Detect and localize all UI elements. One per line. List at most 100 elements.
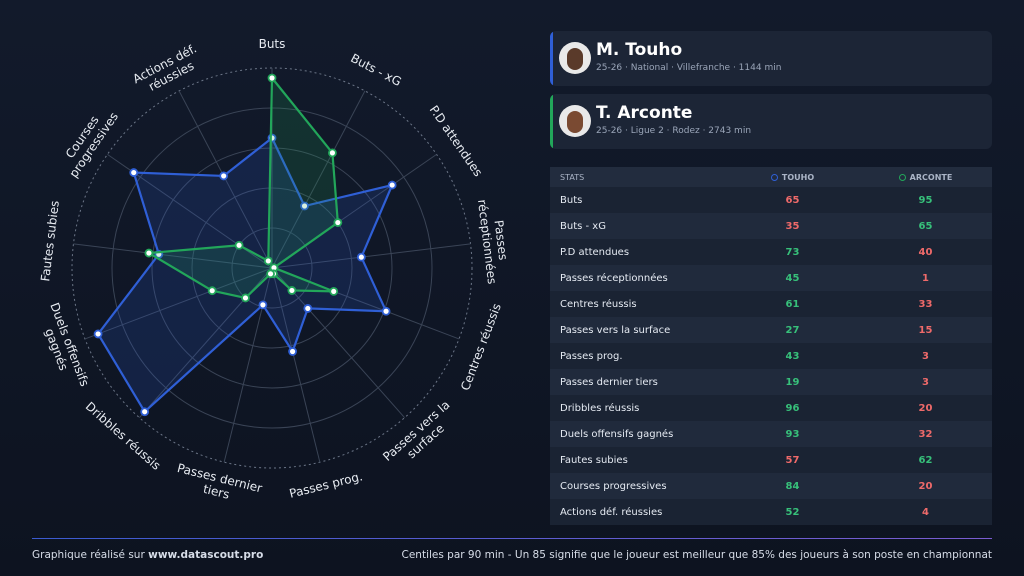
- data-point: [287, 286, 297, 295]
- stat-name: Passes réceptionnées: [560, 272, 668, 284]
- footer-note: Centiles par 90 min - Un 85 signifie que…: [401, 549, 993, 561]
- data-point: [129, 168, 139, 177]
- stat-value: 20: [918, 402, 933, 414]
- stat-value: 20: [918, 480, 933, 492]
- data-point: [266, 269, 275, 279]
- data-point: [263, 256, 273, 266]
- axis-spoke: [73, 243, 273, 269]
- data-point: [333, 218, 343, 227]
- legend-dot: [898, 173, 906, 181]
- data-point: [267, 73, 277, 83]
- stat-name: Passes prog.: [560, 350, 623, 362]
- header-cell: ARCONTE: [859, 173, 992, 182]
- header-cell: STATS: [560, 172, 585, 182]
- stat-value: 40: [918, 246, 933, 258]
- table-row: Passes dernier tiers 19 3: [550, 369, 992, 395]
- data-point: [328, 148, 337, 158]
- table-row: Passes prog. 43 3: [550, 343, 992, 369]
- player-details: 25-26 · National · Villefranche · 1144 m…: [596, 63, 782, 73]
- stat-name: Buts - xG: [560, 220, 606, 232]
- stat-value: 1: [922, 272, 929, 284]
- data-point: [258, 300, 268, 310]
- data-point: [234, 240, 244, 250]
- data-point: [144, 248, 154, 258]
- series-area: [96, 136, 395, 414]
- table-row: Buts - xG 35 65: [550, 213, 992, 239]
- table-row: P.D attendues 73 40: [550, 239, 992, 265]
- header-cell: TOUHO: [781, 172, 815, 182]
- player-card: M. Touho 25-26 · National · Villefranche…: [550, 31, 992, 86]
- stat-name: Fautes subies: [560, 454, 628, 466]
- data-point: [329, 287, 339, 296]
- table-row: Passes vers la surface 27 15: [550, 317, 992, 343]
- table-row: Passes réceptionnées 45 1: [550, 265, 992, 291]
- stat-value: 3: [922, 350, 929, 362]
- table-row: Duels offensifs gagnés 93 32: [550, 421, 992, 447]
- legend-dot: [770, 173, 778, 181]
- player-details: 25-26 · Ligue 2 · Rodez · 2743 min: [596, 126, 752, 136]
- header-cell: ARCONTE: [909, 172, 953, 182]
- stat-value: 93: [785, 428, 800, 440]
- stat-name: Passes vers la surface: [560, 324, 671, 336]
- stat-value: 45: [785, 272, 800, 284]
- data-point: [140, 407, 150, 417]
- player-name: M. Touho: [596, 40, 683, 60]
- axis-spoke: [271, 243, 471, 269]
- stat-name: Duels offensifs gagnés: [560, 428, 674, 440]
- stat-value: 96: [785, 402, 800, 414]
- stat-name: Courses progressives: [560, 480, 667, 492]
- stat-value: 32: [918, 428, 933, 440]
- grid-circle: [71, 67, 473, 469]
- stat-value: 27: [785, 324, 800, 336]
- player-card: T. Arconte 25-26 · Ligue 2 · Rodez · 274…: [550, 94, 992, 149]
- table-row: Actions déf. réussies 52 4: [550, 499, 992, 525]
- stat-value: 73: [785, 246, 800, 258]
- axis-label: Buts: [258, 37, 286, 51]
- stat-value: 3: [922, 376, 929, 388]
- player-name: T. Arconte: [596, 103, 693, 123]
- stat-value: 15: [918, 324, 933, 336]
- footer-left: Graphique réalisé sur www.datascout.pro: [32, 549, 263, 561]
- axis-spoke: [223, 267, 273, 463]
- data-point: [219, 171, 229, 181]
- footer-site: www.datascout.pro: [148, 549, 264, 561]
- stat-value: 43: [785, 350, 800, 362]
- table-row: Dribbles réussis 96 20: [550, 395, 992, 421]
- stat-value: 62: [918, 454, 933, 466]
- stat-value: 65: [918, 220, 933, 232]
- axis-spoke: [271, 267, 321, 463]
- footer-text: Graphique réalisé sur: [32, 549, 145, 561]
- stat-value: 4: [922, 506, 929, 518]
- stat-value: 95: [918, 194, 933, 206]
- data-point: [300, 201, 309, 211]
- stat-name: Dribbles réussis: [560, 402, 640, 414]
- stats-table: STATS TOUHO ARCONTE Buts 65 95 Buts - xG 35 6…: [550, 167, 992, 525]
- data-point: [387, 180, 397, 190]
- stat-value: 52: [785, 506, 800, 518]
- stat-value: 61: [785, 298, 800, 310]
- stat-name: P.D attendues: [560, 246, 630, 258]
- avatar: [559, 105, 591, 137]
- stat-name: Actions déf. réussies: [560, 506, 663, 518]
- stat-value: 19: [785, 376, 800, 388]
- data-point: [356, 252, 366, 262]
- header-cell: TOUHO: [726, 173, 859, 182]
- stat-value: 35: [785, 220, 800, 232]
- data-point: [241, 293, 250, 303]
- data-point: [288, 347, 297, 356]
- stat-value: 65: [785, 194, 800, 206]
- table-row: Courses progressives 84 20: [550, 473, 992, 499]
- series-bar: [550, 31, 553, 86]
- table-row: Fautes subies 57 62: [550, 447, 992, 473]
- table-row: Centres réussis 61 33: [550, 291, 992, 317]
- stat-value: 84: [785, 480, 800, 492]
- table-header: STATS TOUHO ARCONTE: [550, 167, 992, 187]
- series-bar: [550, 94, 553, 149]
- avatar: [559, 42, 591, 74]
- data-point: [303, 304, 313, 313]
- data-point: [207, 286, 217, 296]
- stat-value: 57: [785, 454, 800, 466]
- divider: [32, 538, 992, 539]
- table-row: Buts 65 95: [550, 187, 992, 213]
